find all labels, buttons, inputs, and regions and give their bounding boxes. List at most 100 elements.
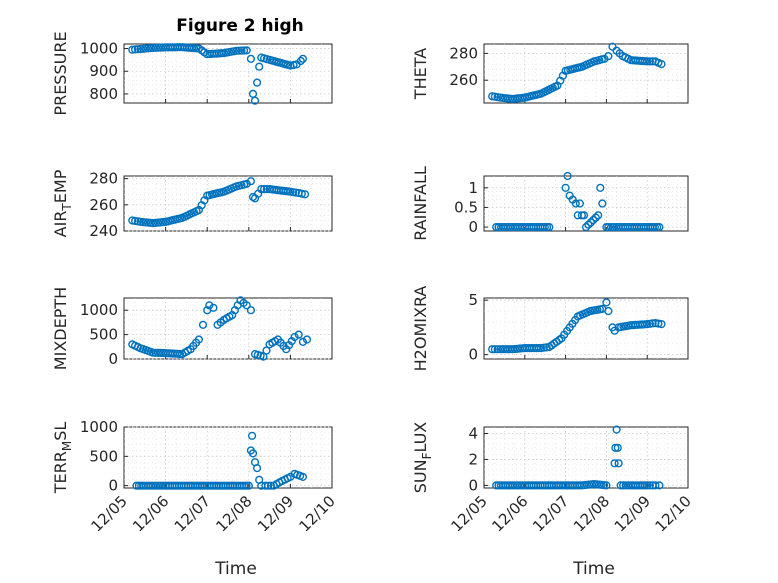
data-point bbox=[209, 303, 218, 312]
data-point bbox=[296, 56, 305, 66]
data-point bbox=[291, 188, 301, 197]
data-point bbox=[602, 481, 611, 490]
data-point bbox=[606, 223, 616, 232]
y-tick-label: 0 bbox=[468, 346, 478, 364]
y-tick-label: 4 bbox=[468, 424, 478, 442]
data-point bbox=[534, 344, 543, 353]
data-point bbox=[657, 59, 666, 69]
data-point bbox=[584, 220, 593, 229]
panel-theta: 260 280 THETA bbox=[411, 42, 689, 104]
data-point bbox=[253, 464, 262, 473]
x-tick-label: 12/08 bbox=[212, 492, 255, 535]
data-point bbox=[614, 459, 623, 468]
data-point bbox=[149, 348, 158, 357]
y-tick-label: 280 bbox=[89, 170, 118, 188]
y-tick-label: 800 bbox=[89, 85, 118, 103]
x-tick-label: 12/09 bbox=[254, 492, 297, 535]
data-point bbox=[594, 211, 603, 220]
data-point bbox=[248, 431, 257, 440]
data-point bbox=[579, 211, 589, 220]
y-tick-label: 260 bbox=[89, 196, 118, 214]
data-point bbox=[246, 177, 256, 186]
data-point bbox=[648, 319, 657, 328]
data-point bbox=[198, 320, 208, 329]
data-point bbox=[259, 352, 268, 361]
data-point bbox=[645, 57, 655, 66]
data-point bbox=[563, 171, 572, 181]
y-tick-label: 1000 bbox=[80, 40, 118, 58]
data-point bbox=[298, 337, 308, 347]
y-tick-label: 500 bbox=[89, 326, 118, 344]
y-tick-label: 1000 bbox=[80, 301, 118, 319]
data-point bbox=[643, 57, 652, 66]
x-axis-label: Time bbox=[572, 559, 615, 579]
data-point bbox=[131, 45, 140, 54]
panel-air-temp: 240 260 280 AIRTEMP bbox=[51, 169, 333, 240]
data-point bbox=[596, 183, 605, 192]
data-point bbox=[586, 218, 596, 227]
data-point bbox=[648, 57, 657, 66]
data-point bbox=[133, 45, 143, 54]
data-point bbox=[643, 320, 652, 329]
y-tick-label: 5 bbox=[468, 291, 478, 309]
data-point bbox=[612, 425, 621, 434]
y-axis-label: AIRTEMP bbox=[51, 169, 74, 237]
data-point bbox=[242, 46, 251, 55]
x-tick-label: 12/06 bbox=[129, 492, 172, 535]
x-tick-label: 12/06 bbox=[488, 492, 531, 535]
data-point bbox=[540, 223, 549, 232]
chart-title: Figure 2 high bbox=[176, 16, 304, 36]
data-point bbox=[151, 43, 160, 52]
data-point bbox=[616, 481, 625, 490]
y-axis-label: RAINFALL bbox=[411, 166, 430, 241]
data-point bbox=[561, 183, 570, 192]
data-point bbox=[154, 348, 163, 358]
data-point bbox=[294, 330, 303, 339]
data-point bbox=[253, 78, 262, 87]
data-point bbox=[488, 345, 497, 354]
panel-terr-msl: 0 500 1000 TERRMSL 12/0512/0612/0712/0812/09… bbox=[51, 418, 339, 579]
y-tick-label: 240 bbox=[89, 222, 118, 240]
data-point bbox=[240, 46, 249, 55]
data-point bbox=[234, 46, 244, 55]
x-tick-label: 12/08 bbox=[570, 492, 613, 535]
x-tick-label: 12/09 bbox=[611, 492, 654, 535]
y-axis-label: SUNFLUX bbox=[411, 422, 434, 494]
x-tick-label: 12/10 bbox=[652, 492, 695, 535]
data-point bbox=[257, 185, 266, 194]
y-axis-label: THETA bbox=[411, 48, 430, 100]
x-tick-label: 12/10 bbox=[296, 492, 339, 535]
plot-frame bbox=[123, 297, 333, 360]
data-point bbox=[289, 60, 298, 70]
data-point bbox=[194, 335, 204, 344]
data-point bbox=[657, 320, 666, 329]
data-point bbox=[266, 481, 276, 490]
data-point bbox=[154, 43, 163, 52]
data-point bbox=[131, 216, 140, 226]
data-point bbox=[246, 54, 256, 63]
x-tick-label: 12/07 bbox=[529, 492, 572, 535]
data-point bbox=[643, 481, 652, 490]
data-point bbox=[297, 189, 306, 198]
y-tick-label: 0 bbox=[468, 476, 478, 494]
panel-mixdepth: 0 500 1000 MIXDEPTH bbox=[51, 287, 333, 370]
data-point bbox=[298, 54, 308, 63]
data-point bbox=[604, 223, 613, 232]
y-tick-label: 0 bbox=[108, 350, 118, 368]
data-point bbox=[260, 185, 269, 194]
data-point bbox=[261, 481, 270, 490]
data-point bbox=[650, 223, 660, 232]
data-point bbox=[246, 306, 256, 315]
data-point bbox=[149, 43, 158, 53]
data-point bbox=[581, 223, 591, 232]
y-tick-label: 280 bbox=[449, 44, 478, 62]
y-tick-label: 500 bbox=[89, 447, 118, 465]
y-tick-label: 0.5 bbox=[454, 198, 478, 216]
data-point bbox=[232, 46, 241, 55]
data-point bbox=[205, 301, 214, 310]
data-point bbox=[290, 332, 299, 342]
y-axis-label: TERRMSL bbox=[51, 422, 74, 495]
panel-h2omixra: 0 5 H2OMIXRA bbox=[411, 286, 689, 371]
data-point bbox=[545, 223, 554, 232]
